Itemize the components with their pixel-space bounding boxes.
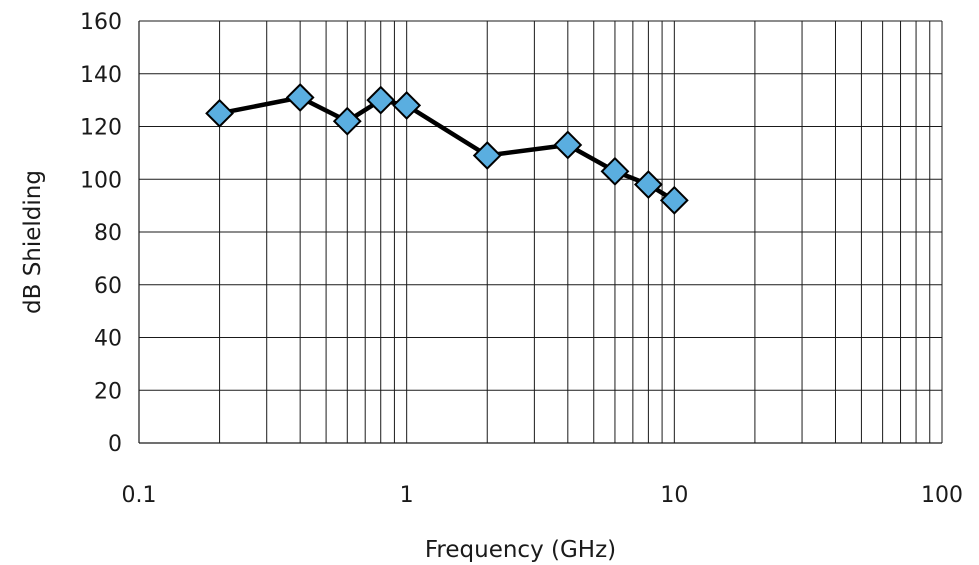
data-point-marker <box>332 106 362 136</box>
series-line <box>217 95 677 203</box>
grid <box>139 20 943 444</box>
y-tick-label: 80 <box>94 221 122 246</box>
y-tick-label: 160 <box>80 10 122 35</box>
axes <box>138 21 942 444</box>
y-tick-label: 60 <box>94 274 122 299</box>
data-point-marker <box>366 85 396 115</box>
y-axis-title: dB Shielding <box>20 170 46 314</box>
y-tick-labels: 0 20 40 60 80 100 120 140 160 <box>80 10 122 457</box>
data-point-marker <box>392 90 422 120</box>
y-tick-label: 120 <box>80 116 122 141</box>
x-tick-label: 1 <box>400 483 414 508</box>
data-point-marker <box>553 130 583 160</box>
data-point-marker <box>659 185 689 215</box>
y-tick-label: 0 <box>108 432 122 457</box>
y-tick-label: 140 <box>80 63 122 88</box>
data-point-marker <box>285 83 315 112</box>
data-series <box>205 83 689 215</box>
data-point-marker <box>205 98 234 128</box>
x-tick-label: 100 <box>921 483 963 508</box>
y-tick-label: 100 <box>80 168 122 193</box>
x-tick-label: 10 <box>660 483 688 508</box>
y-tick-label: 20 <box>94 379 122 404</box>
x-tick-labels: 0.1 1 10 100 <box>122 483 964 508</box>
x-axis-title: Frequency (GHz) <box>425 537 616 563</box>
y-tick-label: 40 <box>94 327 122 352</box>
data-point-marker <box>633 170 663 199</box>
data-point-marker <box>600 156 630 186</box>
x-tick-label: 0.1 <box>122 483 157 508</box>
data-point-marker <box>472 141 502 170</box>
